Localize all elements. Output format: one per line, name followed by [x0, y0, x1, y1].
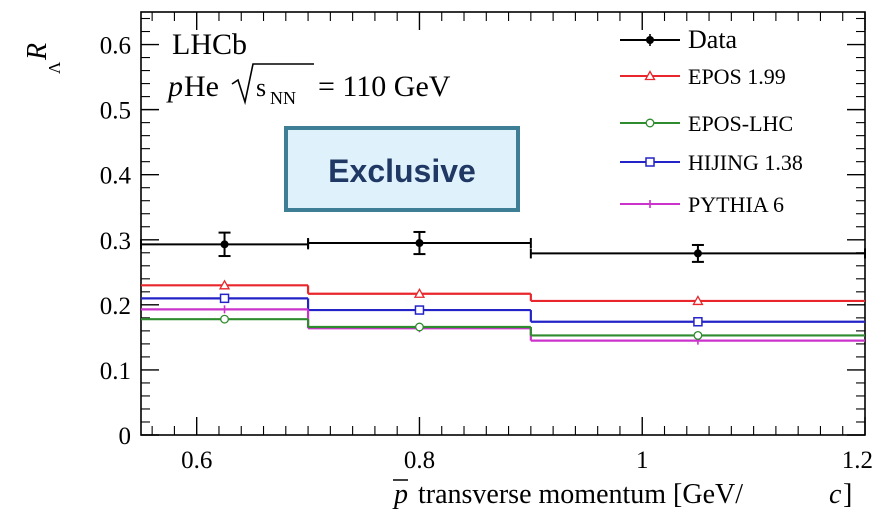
x-tick-label: 0.6 [181, 447, 212, 474]
data-point [415, 239, 424, 248]
data-point [693, 317, 703, 327]
y-tick-label: 0.3 [100, 228, 131, 255]
x-tick-label: 0.8 [404, 447, 435, 474]
legend-label: EPOS-LHC [688, 111, 793, 136]
x-axis-label-text: transverse momentum [GeV/ [418, 479, 743, 510]
legend-label: HIJING 1.38 [688, 150, 803, 175]
legend-item: EPOS-LHC [620, 111, 793, 136]
data-point [220, 240, 229, 249]
data-point [413, 287, 426, 298]
exclusive-annotation: Exclusive [284, 126, 520, 212]
system-energy-label: p He s NN = 110 GeV [166, 63, 451, 108]
y-tick-label: 0.4 [100, 163, 132, 190]
data-point [693, 330, 703, 340]
legend-marker [646, 36, 654, 44]
legend-item: HIJING 1.38 [620, 150, 803, 175]
x-tick-label: 1 [636, 447, 649, 474]
sqrt-sub: NN [270, 88, 296, 108]
sqrt-sign [231, 63, 314, 106]
system-suffix: He [184, 70, 219, 103]
x-axis-label: p transverse momentum [GeV/ c ] [392, 479, 852, 510]
y-tick-label: 0.2 [100, 293, 131, 320]
legend: Data EPOS 1.99 EPOS-LHC HIJING 1.38 PYTHIA 6 [620, 25, 803, 217]
legend-marker [645, 157, 655, 167]
x-tick-label: 1.2 [842, 447, 873, 474]
exclusive-label: Exclusive [328, 153, 476, 189]
energy-value: = 110 GeV [318, 70, 451, 103]
data-point [218, 279, 231, 290]
data-point [220, 305, 229, 314]
legend-item: PYTHIA 6 [620, 192, 784, 217]
y-tick-label: 0.6 [100, 33, 131, 60]
series-hijing-1-38 [141, 293, 865, 327]
data-point [219, 293, 230, 304]
x-axis-label-close: ] [843, 479, 852, 510]
data-point [414, 305, 425, 315]
legend-marker [644, 70, 656, 81]
x-axis-label-symbol: p [392, 479, 408, 510]
y-tick-label: 0 [119, 423, 132, 450]
series-epos-lhc [141, 314, 865, 340]
data-point [415, 322, 424, 332]
legend-item: Data [620, 25, 738, 54]
legend-label: EPOS 1.99 [688, 64, 786, 89]
data-point [220, 314, 229, 324]
series-data [140, 230, 866, 263]
x-axis-label-unit: c [829, 479, 842, 510]
y-axis-label: R Λ [22, 43, 64, 74]
legend-marker [646, 200, 654, 208]
series-epos-1-99 [141, 279, 865, 306]
axis-ticks: 0 0.1 0.2 0.3 0.4 0.5 0.6 0.6 0.8 1 1.2 [100, 12, 873, 474]
legend-label: PYTHIA 6 [688, 192, 784, 217]
legend-item: EPOS 1.99 [620, 64, 786, 89]
data-point [692, 295, 704, 306]
y-axis-label-sub: Λ [45, 61, 64, 74]
experiment-label: LHCb [172, 28, 247, 61]
y-tick-label: 0.5 [100, 98, 131, 125]
legend-marker [645, 118, 655, 128]
series-pythia-6 [141, 305, 865, 345]
series-layer [140, 230, 866, 345]
y-axis-label-main: R [22, 43, 53, 61]
system-prefix: p [166, 70, 183, 103]
y-tick-label: 0.1 [100, 358, 131, 385]
sqrt-s: s [256, 73, 266, 102]
legend-label: Data [688, 25, 738, 54]
data-point [693, 249, 702, 258]
plot-frame [140, 11, 866, 436]
